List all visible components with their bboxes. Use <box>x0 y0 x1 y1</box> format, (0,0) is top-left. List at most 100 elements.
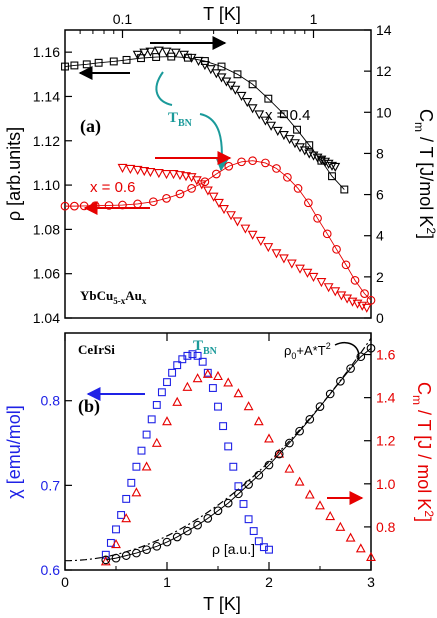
panel-a-series-2-point <box>240 224 251 234</box>
panel-a-series-3-point <box>187 184 196 193</box>
panel-b-series-1-point <box>243 401 254 411</box>
panel-b-right-tick-label: 0.8 <box>376 519 396 535</box>
panel-a-series-3-point <box>322 229 332 239</box>
panel-a-series-2-point <box>168 170 179 180</box>
panel-a-tbn-curve-1 <box>155 71 173 106</box>
panel-b-tbn-label: TBN <box>193 338 218 357</box>
panel-b-series-1-point <box>100 556 111 566</box>
panel-a-right-tick-label: 4 <box>376 228 384 244</box>
panel-a-left-tick-label: 1.10 <box>33 177 60 193</box>
panel-b-series-0-point <box>152 400 161 409</box>
panel-b-series-0-point <box>183 351 192 360</box>
panel-a-series-0-point <box>247 104 258 114</box>
panel-a-series-0-point <box>266 121 277 131</box>
panel-a-series-2-point <box>208 192 219 202</box>
panel-a-left-tick-label: 1.08 <box>33 221 60 237</box>
panel-a-series-1-point <box>305 141 314 150</box>
panel-a-series-3-point <box>104 201 114 210</box>
panel-a-series-0-point <box>230 85 241 95</box>
panel-a-series-3-point <box>366 295 376 305</box>
panel-a-series-3-point <box>283 172 292 182</box>
panel-b-series-1-point <box>335 521 346 531</box>
panel-a-series-2-point <box>125 164 136 175</box>
panel-a-left-tick-label: 1.14 <box>33 88 60 104</box>
panel-b-series-1-point <box>182 381 193 391</box>
panel-a-series-1-point <box>293 125 301 134</box>
panel-a-series-0-point <box>330 162 341 172</box>
panel-b-series-1-point <box>141 461 152 471</box>
panel-a-series-0-point <box>161 47 172 57</box>
panel-a-tbn-label: TBN <box>168 110 193 129</box>
panel-b-series-2-point <box>336 376 345 386</box>
panel-b-series-0-point <box>117 511 126 519</box>
panel-a-series-2-point <box>255 236 266 247</box>
panel-a-left-tick-label: 1.06 <box>33 266 60 282</box>
panel-a-series-2-point <box>271 249 282 259</box>
panel-a-series-0-point <box>179 50 189 60</box>
panel-a-series-2-point <box>153 169 164 179</box>
panel-b-series-1-point <box>213 370 223 381</box>
panel-a-series-1-point <box>152 53 161 61</box>
panel-a-series-1-point <box>137 54 145 63</box>
panel-b-series-1-point <box>284 463 295 473</box>
panel-b-series-0-point <box>198 357 207 366</box>
panel-a-series-2-point <box>219 205 229 215</box>
panel-b-series-2-point <box>111 553 121 563</box>
panel-a-series-1-point <box>94 58 103 67</box>
panel-a-material: YbCu5-xAux <box>80 288 147 306</box>
panel-b-series-2-point <box>315 402 325 411</box>
panel-a-series-3-point <box>304 198 313 208</box>
panel-a-series-2-point <box>132 165 143 176</box>
panel-a-series-3-point <box>332 244 341 254</box>
panel-b-series-0-point <box>265 545 273 554</box>
panel-a-series-2-point <box>286 259 297 269</box>
panel-a-series-2-point <box>181 172 191 182</box>
panel-a-top-axis-label: T [K] <box>203 4 241 24</box>
panel-a-series-2-point <box>202 186 213 196</box>
panel-a-right-tick-label: 8 <box>376 145 384 161</box>
panel-a-series-1-point <box>217 62 226 71</box>
panel-a-right-tick-label: 12 <box>376 63 392 79</box>
panel-a-series-3-point <box>350 275 360 285</box>
panel-a-series-1-line <box>64 56 345 190</box>
panel-b-series-0-point <box>214 402 222 411</box>
panel-b-series-2-point <box>244 480 253 489</box>
panel-b-series-2-point <box>101 555 111 565</box>
panel-b-material: CeIrSi <box>78 342 115 357</box>
panel-b-series-2-point <box>121 551 131 560</box>
panel-a-series-3-point <box>200 177 210 187</box>
panel-a-top-tick-label: 0.1 <box>113 11 133 27</box>
panel-b-series-0-point <box>127 478 136 487</box>
panel-b-x-tick-label: 0 <box>61 574 69 590</box>
panel-a-series-2-point <box>361 303 372 313</box>
panel-b-series-2-point <box>152 541 162 551</box>
panel-b-series-0-point <box>142 430 151 439</box>
panel-a-series-1-point <box>264 94 273 103</box>
panel-b-series-0-point <box>163 378 171 387</box>
panel-a-series-1-point <box>70 61 79 70</box>
panel-b-series-2-point <box>172 532 182 542</box>
panel-b: T [K] χ [emu/mol] Cm / T [J / mol K2] (b… <box>4 332 436 614</box>
panel-b-series-1-point <box>223 377 234 387</box>
panel-b-y-left-label: χ [emu/mol] <box>4 405 24 498</box>
panel-b-series-0-point <box>249 527 258 536</box>
panel-a-series-0-point <box>323 159 334 169</box>
panel-a-series-2-point <box>161 170 172 180</box>
panel-b-series-0-point <box>259 543 268 552</box>
panel-b-series-0-point <box>173 361 182 370</box>
panel-a-series-0-point <box>304 149 315 159</box>
panel-a-series-0-point <box>260 116 271 126</box>
panel-b-series-1-point <box>233 388 244 398</box>
panel-b-series-0-point <box>112 525 120 534</box>
panel-b-x-tick-label: 2 <box>265 574 273 590</box>
panel-a-series-0-point <box>145 47 156 57</box>
panel-a-series-3-point <box>313 213 322 223</box>
panel-b-fit-pointer <box>334 341 360 361</box>
panel-b-series-2-point <box>142 545 151 555</box>
panel-b-series-0-point <box>244 515 253 524</box>
panel-a-series-3-point <box>79 201 89 211</box>
panel-b-series-1-point <box>315 500 325 510</box>
panel-a-series-2-point <box>357 301 368 311</box>
panel-a-series-1-point <box>248 80 257 89</box>
panel-b-series-0-point <box>193 351 202 360</box>
